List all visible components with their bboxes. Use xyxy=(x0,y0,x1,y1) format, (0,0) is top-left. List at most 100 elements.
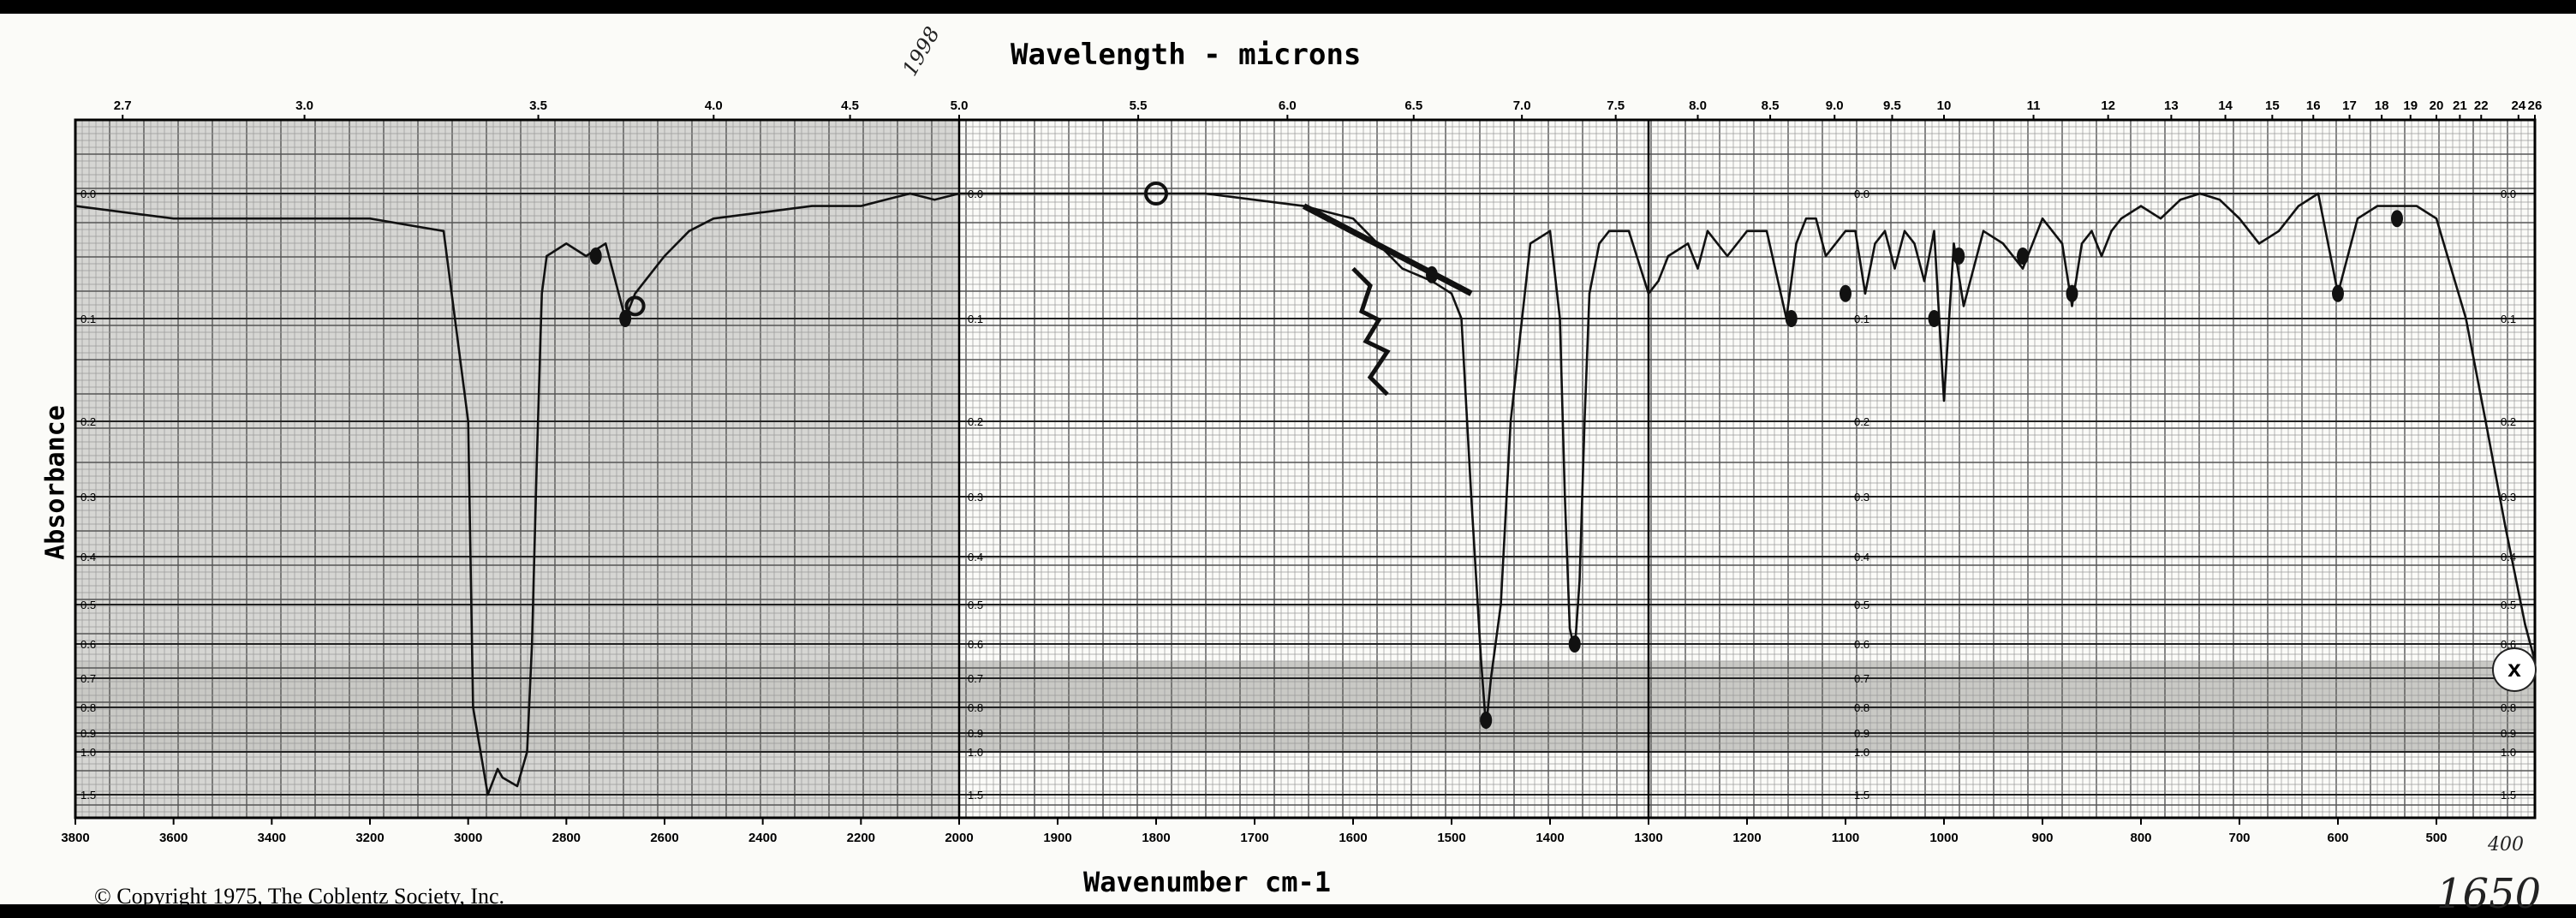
data-point xyxy=(1578,579,1581,582)
x-tick-label: 1300 xyxy=(1634,831,1662,845)
data-point xyxy=(2257,242,2261,245)
data-point xyxy=(1745,230,1749,232)
ir-spectrum-chart: 3800 3600 3400 3200 3000 2800 2600 2400 2200 2000… xyxy=(61,98,2543,845)
data-point xyxy=(1154,192,1158,195)
data-point xyxy=(2238,218,2241,220)
data-point xyxy=(1903,230,1906,232)
x-tick-label: 1000 xyxy=(1929,831,1958,845)
micron-tick-label: 13 xyxy=(2164,98,2179,113)
data-point xyxy=(2001,242,2005,245)
micron-tick-label: 26 xyxy=(2528,98,2543,113)
data-point xyxy=(957,192,961,195)
peak-mark xyxy=(1785,310,1798,327)
data-point xyxy=(526,750,528,754)
data-point xyxy=(1913,242,1916,245)
y-tick-label: 1.0 xyxy=(80,746,96,759)
data-point xyxy=(2021,267,2024,270)
data-point xyxy=(531,642,534,646)
peak-mark xyxy=(2332,284,2344,302)
y-tick-label: 1.0 xyxy=(968,746,983,759)
y-tick-label: 0.5 xyxy=(1854,599,1869,611)
peak-mark xyxy=(1568,635,1581,653)
data-point xyxy=(1564,495,1566,498)
micron-tick-label: 14 xyxy=(2218,98,2233,113)
data-point xyxy=(2524,623,2526,626)
data-point xyxy=(2297,205,2300,207)
x-tick-label: 1800 xyxy=(1142,831,1170,845)
data-point xyxy=(2356,218,2359,220)
data-point xyxy=(1953,242,1955,245)
y-tick-label: 0.3 xyxy=(968,491,983,504)
data-point xyxy=(546,254,548,258)
x-tick-label: 900 xyxy=(2031,831,2053,845)
y-tick-label: 0.0 xyxy=(80,188,96,200)
y-tick-label: 0.9 xyxy=(80,727,96,740)
x-tick-label: 1100 xyxy=(1832,831,1860,845)
peak-mark xyxy=(589,247,602,265)
peak-mark xyxy=(2017,247,2029,265)
data-point xyxy=(884,199,887,201)
y-tick-label: 0.4 xyxy=(968,551,983,563)
peak-mark xyxy=(1953,247,1965,265)
chart-title: Wavelength - microns xyxy=(1011,38,1362,72)
data-point xyxy=(1765,230,1768,232)
data-point xyxy=(1824,254,1828,258)
y-tick-label: 0.2 xyxy=(968,415,983,428)
data-point xyxy=(1667,254,1670,258)
x-tick-label: 1700 xyxy=(1240,831,1268,845)
micron-tick-label: 8.5 xyxy=(1762,98,1780,113)
data-point xyxy=(653,267,656,270)
peak-mark xyxy=(1480,712,1493,729)
micron-tick-label: 11 xyxy=(2027,98,2041,113)
grid xyxy=(75,119,2536,818)
data-point xyxy=(2139,205,2143,207)
data-point xyxy=(1450,292,1453,295)
micron-tick-label: 3.0 xyxy=(295,98,313,113)
data-point xyxy=(1923,280,1926,283)
data-point xyxy=(1726,254,1729,258)
data-point xyxy=(1401,267,1404,270)
x-tick-label: 800 xyxy=(2130,831,2151,845)
pen-stroke xyxy=(1302,203,1473,296)
y-tick-label: 0.3 xyxy=(2501,491,2516,504)
data-point xyxy=(1933,230,1935,232)
data-point xyxy=(663,254,666,258)
data-point xyxy=(2120,218,2123,220)
data-point xyxy=(1470,495,1473,498)
micron-tick-label: 6.5 xyxy=(1404,98,1422,113)
data-point xyxy=(2110,230,2113,232)
y-tick-label: 0.8 xyxy=(968,701,983,714)
data-point xyxy=(368,218,372,220)
y-tick-label: 0.4 xyxy=(80,551,96,563)
y-tick-label: 0.5 xyxy=(2501,599,2516,611)
y-tick-label: 0.2 xyxy=(2501,415,2516,428)
peak-mark xyxy=(619,310,632,327)
data-point xyxy=(713,218,715,220)
micron-tick-label: 17 xyxy=(2342,98,2357,113)
y-tick-label: 0.1 xyxy=(80,313,96,325)
micron-tick-label: 4.0 xyxy=(705,98,723,113)
data-point xyxy=(472,706,474,709)
x-tick-labels: 3800 3600 3400 3200 3000 2800 2600 2400 2200 2000… xyxy=(61,818,2448,845)
data-point xyxy=(1982,230,1985,232)
micron-tick-label: 18 xyxy=(2375,98,2389,113)
data-point xyxy=(2179,199,2182,201)
data-point xyxy=(2080,242,2084,245)
micron-tick-label: 5.5 xyxy=(1130,98,1148,113)
micron-tick-label: 21 xyxy=(2453,98,2467,113)
x-tick-label: 2000 xyxy=(945,831,973,845)
data-point xyxy=(1686,242,1690,245)
y-tick-label: 0.2 xyxy=(80,415,96,428)
y-tick-labels: 0.0 0.0 0.0 0.00.1 0.1 0.1 0.10.2 0.2 0.2 0.20.3 0… xyxy=(80,188,2516,802)
data-point xyxy=(271,218,273,220)
y-tick-label: 1.5 xyxy=(80,789,96,802)
close-x-marker[interactable]: x xyxy=(2492,647,2537,692)
data-point xyxy=(486,793,489,796)
data-point xyxy=(1500,603,1502,606)
x-axis-label: Wavenumber cm-1 xyxy=(1083,866,1331,898)
data-point xyxy=(2159,218,2162,220)
y-axis-label: Absorbance xyxy=(40,405,71,560)
micron-tick-label: 9.0 xyxy=(1826,98,1844,113)
data-point xyxy=(605,242,607,245)
data-point xyxy=(1529,242,1532,245)
